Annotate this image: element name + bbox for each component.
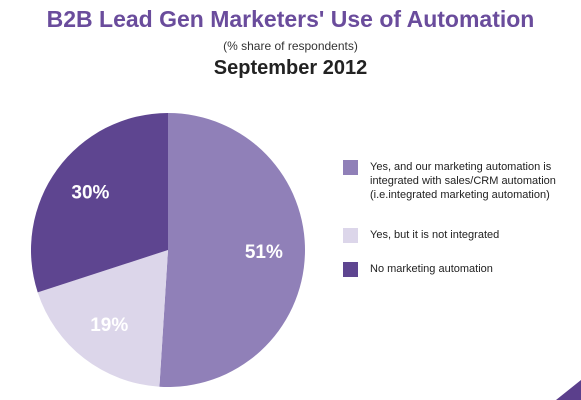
slice-percent-label: 51% <box>245 242 283 263</box>
chart-date: September 2012 <box>213 57 368 79</box>
pie-slice-not-integrated <box>37 250 168 387</box>
pie-slice-integrated <box>159 113 306 388</box>
legend-item-integrated: Yes, and our marketing automation is int… <box>343 160 570 202</box>
chart-subtitle: (% share of respondents) <box>223 39 358 53</box>
legend-item-no-automation: No marketing automation <box>343 262 493 277</box>
slice-percent-label: 30% <box>71 183 109 204</box>
legend-swatch <box>343 228 358 243</box>
legend-label: Yes, but it is not integrated <box>370 229 500 241</box>
legend-label: No marketing automation <box>370 263 493 275</box>
legend-swatch <box>343 262 358 277</box>
legend-swatch <box>343 160 358 175</box>
legend-item-not-integrated: Yes, but it is not integrated <box>343 228 499 243</box>
pie-slice-no-automation <box>30 112 169 293</box>
chart-title: B2B Lead Gen Marketers' Use of Automatio… <box>46 6 535 32</box>
slice-percent-label: 19% <box>90 315 128 336</box>
legend-label: Yes, and our marketing automation is int… <box>370 161 556 201</box>
